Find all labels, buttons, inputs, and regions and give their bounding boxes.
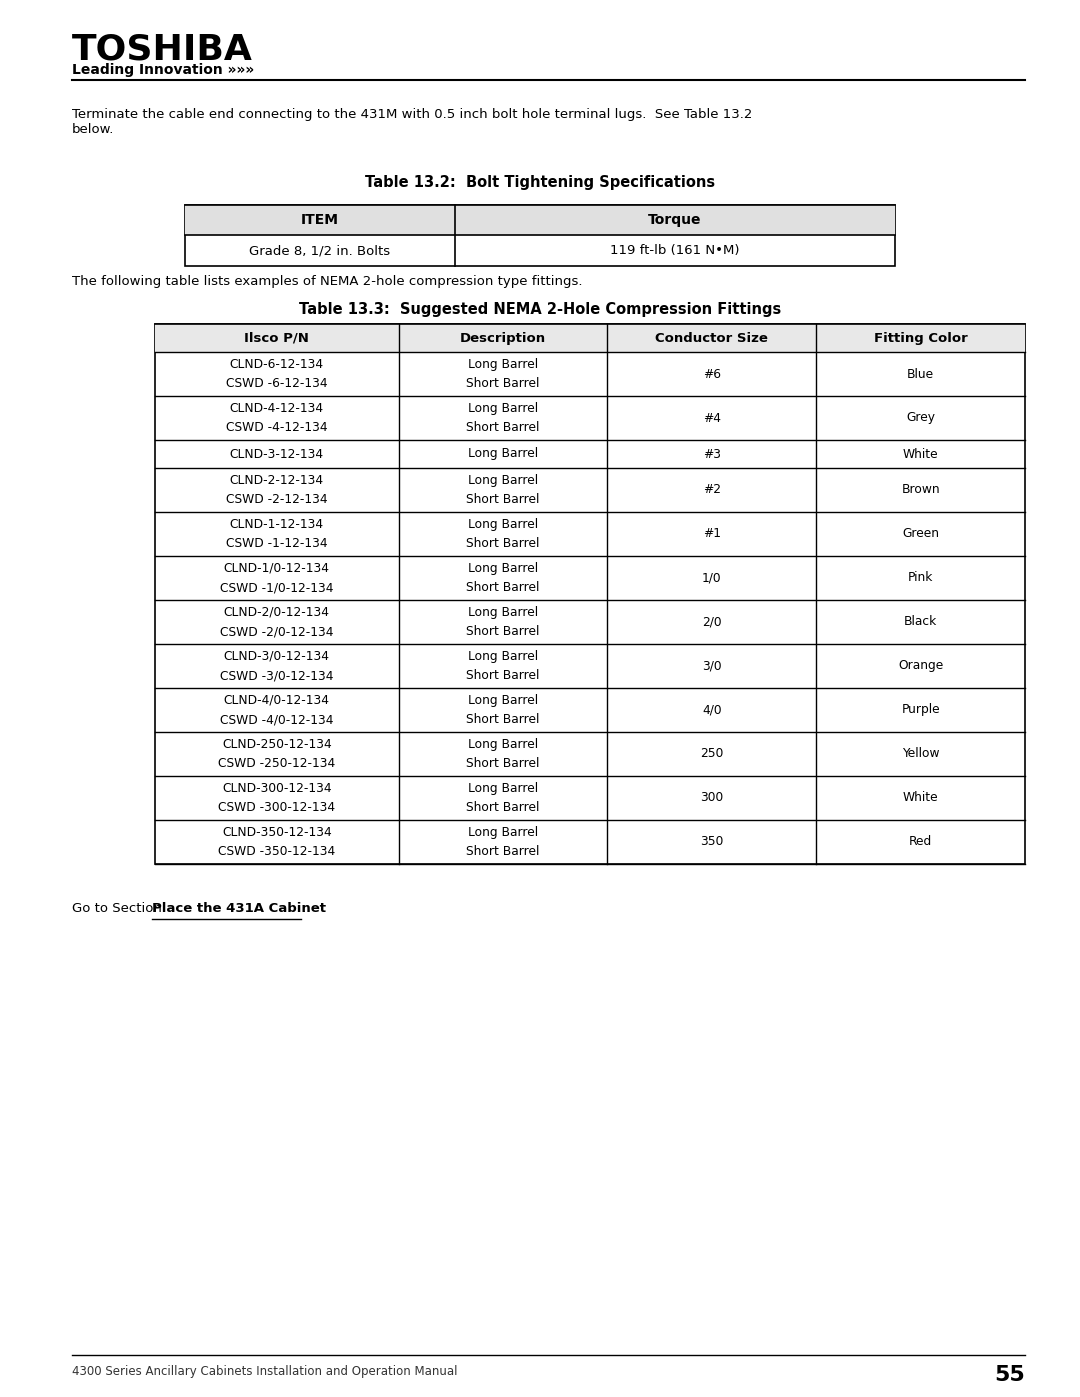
Bar — [156, 324, 1025, 863]
Text: White: White — [903, 792, 939, 805]
Text: 55: 55 — [995, 1365, 1025, 1384]
Text: Fitting Color: Fitting Color — [874, 331, 968, 345]
Text: 1/0: 1/0 — [702, 571, 721, 584]
Text: Ilsco P/N: Ilsco P/N — [244, 331, 309, 345]
Text: Short Barrel: Short Barrel — [467, 420, 540, 434]
Text: Description: Description — [460, 331, 546, 345]
Text: CSWD -250-12-134: CSWD -250-12-134 — [218, 757, 336, 770]
Text: Short Barrel: Short Barrel — [467, 669, 540, 682]
Text: CLND-3-12-134: CLND-3-12-134 — [230, 447, 324, 461]
Bar — [185, 205, 895, 265]
Text: Blue: Blue — [907, 367, 934, 380]
Text: The following table lists examples of NEMA 2-hole compression type fittings.: The following table lists examples of NE… — [72, 275, 582, 288]
Text: Leading Innovation »»»: Leading Innovation »»» — [72, 63, 254, 77]
Text: Short Barrel: Short Barrel — [467, 377, 540, 390]
Text: #6: #6 — [703, 367, 720, 380]
Text: CLND-1/0-12-134: CLND-1/0-12-134 — [224, 562, 329, 574]
Text: Purple: Purple — [902, 704, 940, 717]
Text: Table 13.2:  Bolt Tightening Specifications: Table 13.2: Bolt Tightening Specificatio… — [365, 175, 715, 190]
Text: CSWD -350-12-134: CSWD -350-12-134 — [218, 845, 336, 858]
Text: ITEM: ITEM — [301, 212, 339, 226]
Text: CLND-2/0-12-134: CLND-2/0-12-134 — [224, 606, 329, 619]
Text: Red: Red — [909, 835, 932, 848]
Text: #2: #2 — [703, 483, 720, 496]
Text: #1: #1 — [703, 528, 720, 541]
Text: Short Barrel: Short Barrel — [467, 493, 540, 506]
Text: Long Barrel: Long Barrel — [468, 606, 538, 619]
Text: CSWD -2-12-134: CSWD -2-12-134 — [226, 493, 327, 506]
Text: CLND-350-12-134: CLND-350-12-134 — [221, 826, 332, 838]
Text: CLND-4-12-134: CLND-4-12-134 — [230, 402, 324, 415]
Text: Long Barrel: Long Barrel — [468, 518, 538, 531]
Text: 300: 300 — [700, 792, 724, 805]
Text: Terminate the cable end connecting to the 431M with 0.5 inch bolt hole terminal : Terminate the cable end connecting to th… — [72, 108, 753, 136]
Text: Go to Section: Go to Section — [72, 902, 166, 915]
Text: Short Barrel: Short Barrel — [467, 581, 540, 594]
Text: Long Barrel: Long Barrel — [468, 474, 538, 486]
Text: 4300 Series Ancillary Cabinets Installation and Operation Manual: 4300 Series Ancillary Cabinets Installat… — [72, 1365, 458, 1377]
Text: .: . — [301, 902, 306, 915]
Text: Short Barrel: Short Barrel — [467, 538, 540, 550]
Text: Long Barrel: Long Barrel — [468, 782, 538, 795]
Text: 119 ft-lb (161 N•M): 119 ft-lb (161 N•M) — [610, 244, 740, 257]
Text: #3: #3 — [703, 447, 720, 461]
Text: CSWD -1-12-134: CSWD -1-12-134 — [226, 538, 327, 550]
Text: CSWD -6-12-134: CSWD -6-12-134 — [226, 377, 327, 390]
Text: #4: #4 — [703, 412, 720, 425]
Text: Grade 8, 1/2 in. Bolts: Grade 8, 1/2 in. Bolts — [249, 244, 391, 257]
Text: Table 13.3:  Suggested NEMA 2-Hole Compression Fittings: Table 13.3: Suggested NEMA 2-Hole Compre… — [299, 302, 781, 317]
Text: Long Barrel: Long Barrel — [468, 650, 538, 662]
Text: CSWD -4-12-134: CSWD -4-12-134 — [226, 420, 327, 434]
Text: 2/0: 2/0 — [702, 616, 721, 629]
Text: Long Barrel: Long Barrel — [468, 402, 538, 415]
Bar — [185, 205, 895, 235]
Text: Long Barrel: Long Barrel — [468, 826, 538, 838]
Text: White: White — [903, 447, 939, 461]
Text: CSWD -2/0-12-134: CSWD -2/0-12-134 — [220, 626, 334, 638]
Text: CSWD -4/0-12-134: CSWD -4/0-12-134 — [220, 714, 334, 726]
Text: Orange: Orange — [897, 659, 943, 672]
Text: Long Barrel: Long Barrel — [468, 738, 538, 750]
Text: Short Barrel: Short Barrel — [467, 714, 540, 726]
Text: 350: 350 — [700, 835, 724, 848]
Text: Short Barrel: Short Barrel — [467, 845, 540, 858]
Text: Brown: Brown — [902, 483, 940, 496]
Text: CLND-1-12-134: CLND-1-12-134 — [230, 518, 324, 531]
Text: Long Barrel: Long Barrel — [468, 694, 538, 707]
Text: Short Barrel: Short Barrel — [467, 757, 540, 770]
Text: 250: 250 — [700, 747, 724, 760]
Text: CLND-3/0-12-134: CLND-3/0-12-134 — [224, 650, 329, 662]
Text: Pink: Pink — [908, 571, 933, 584]
Text: Short Barrel: Short Barrel — [467, 626, 540, 638]
Text: Long Barrel: Long Barrel — [468, 358, 538, 370]
Text: 4/0: 4/0 — [702, 704, 721, 717]
Text: Short Barrel: Short Barrel — [467, 802, 540, 814]
Text: CLND-300-12-134: CLND-300-12-134 — [222, 782, 332, 795]
Text: CSWD -300-12-134: CSWD -300-12-134 — [218, 802, 336, 814]
Text: Conductor Size: Conductor Size — [656, 331, 768, 345]
Text: 3/0: 3/0 — [702, 659, 721, 672]
Text: CLND-250-12-134: CLND-250-12-134 — [221, 738, 332, 750]
Text: CSWD -3/0-12-134: CSWD -3/0-12-134 — [220, 669, 334, 682]
Text: CLND-4/0-12-134: CLND-4/0-12-134 — [224, 694, 329, 707]
Text: Black: Black — [904, 616, 937, 629]
Text: CLND-6-12-134: CLND-6-12-134 — [230, 358, 324, 370]
Text: Green: Green — [902, 528, 940, 541]
Text: Long Barrel: Long Barrel — [468, 447, 538, 461]
Text: CLND-2-12-134: CLND-2-12-134 — [230, 474, 324, 486]
Text: Torque: Torque — [648, 212, 702, 226]
Text: Grey: Grey — [906, 412, 935, 425]
Bar — [156, 324, 1025, 352]
Text: TOSHIBA: TOSHIBA — [72, 32, 253, 66]
Text: Place the 431A Cabinet: Place the 431A Cabinet — [152, 902, 326, 915]
Text: Long Barrel: Long Barrel — [468, 562, 538, 574]
Text: CSWD -1/0-12-134: CSWD -1/0-12-134 — [220, 581, 334, 594]
Text: Yellow: Yellow — [902, 747, 940, 760]
